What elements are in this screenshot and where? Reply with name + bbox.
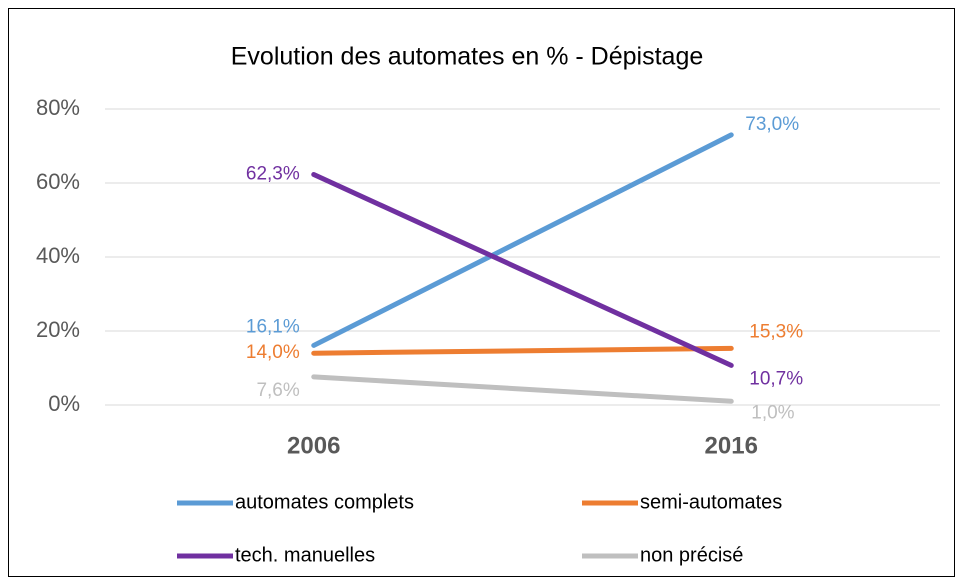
data-label: 73,0% xyxy=(745,114,799,135)
data-label: 15,3% xyxy=(749,321,803,342)
x-tick-label: 2006 xyxy=(287,432,340,459)
series-line xyxy=(311,132,734,348)
chart-border xyxy=(8,8,955,577)
y-tick-label: 40% xyxy=(36,243,80,268)
y-tick-label: 80% xyxy=(36,95,80,120)
data-label: 16,1% xyxy=(246,316,300,337)
y-tick-label: 20% xyxy=(36,317,80,342)
y-tick-label: 0% xyxy=(48,391,80,416)
chart-title: Evolution des automates en % - Dépistage xyxy=(231,43,704,71)
legend-label: tech. manuelles xyxy=(235,544,375,566)
data-label: 1,0% xyxy=(751,402,794,423)
series-line xyxy=(311,171,734,368)
legend-label: automates complets xyxy=(235,491,414,513)
x-tick-label: 2016 xyxy=(705,432,758,459)
data-label: 62,3% xyxy=(246,164,300,185)
series-line xyxy=(311,345,734,356)
y-tick-label: 60% xyxy=(36,169,80,194)
legend-label: non précisé xyxy=(640,544,743,566)
data-label: 14,0% xyxy=(246,342,300,363)
legend-label: semi-automates xyxy=(640,491,782,513)
series-line xyxy=(311,374,734,404)
data-label: 10,7% xyxy=(749,368,803,389)
data-label: 7,6% xyxy=(256,380,299,401)
